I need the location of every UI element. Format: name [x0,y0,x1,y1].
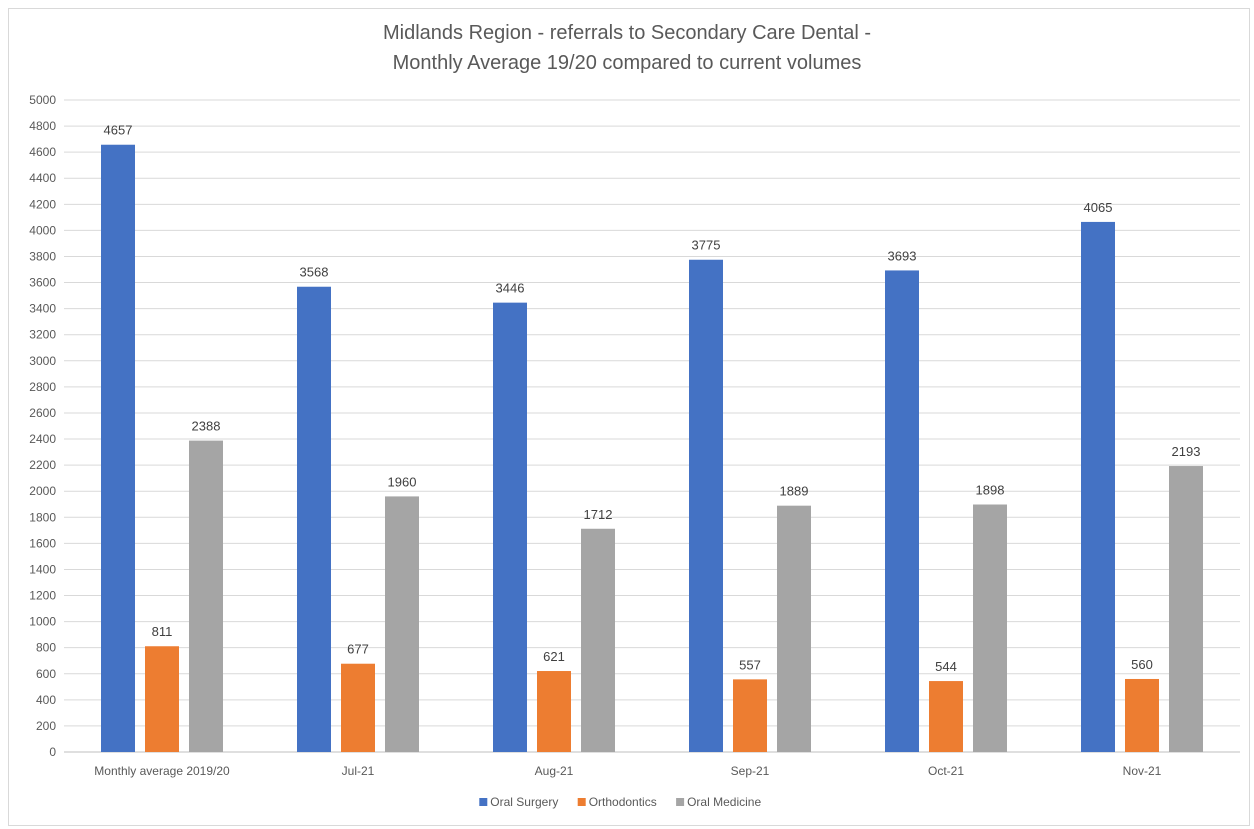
y-tick-label: 4600 [29,145,56,159]
data-label: 621 [543,649,565,664]
bar [341,663,375,752]
y-tick-label: 2200 [29,458,56,472]
bar [929,681,963,752]
legend-swatch [479,798,488,806]
data-label: 3775 [692,238,721,253]
data-label: 3568 [300,265,329,280]
legend-swatch [577,798,586,806]
y-tick-label: 1400 [29,562,56,576]
bar [1125,678,1159,752]
y-tick-label: 2600 [29,406,56,420]
y-tick-label: 4000 [29,223,56,237]
x-tick-label: Monthly average 2019/20 [94,764,230,778]
legend-label: Oral Surgery [490,795,558,809]
bar [537,671,571,752]
y-tick-label: 0 [49,745,56,759]
data-label: 3446 [496,281,525,296]
y-tick-label: 4800 [29,119,56,133]
data-label: 4657 [104,123,133,138]
data-label: 4065 [1084,200,1113,215]
x-tick-label: Sep-21 [731,764,770,778]
data-label: 1712 [584,507,613,522]
data-label: 1898 [976,483,1005,498]
bar [493,302,527,752]
y-tick-label: 3800 [29,249,56,263]
y-tick-label: 3600 [29,276,56,290]
y-tick-label: 1000 [29,615,56,629]
y-tick-label: 600 [36,667,56,681]
y-tick-label: 2400 [29,432,56,446]
y-tick-label: 200 [36,719,56,733]
bar [101,144,135,753]
legend-label: Oral Medicine [687,795,761,809]
y-tick-label: 5000 [29,93,56,107]
data-label: 1960 [388,474,417,489]
bar [1081,221,1115,752]
bar [189,440,223,752]
bar [733,679,767,752]
y-tick-label: 4200 [29,197,56,211]
y-tick-label: 800 [36,641,56,655]
data-label: 3693 [888,248,917,263]
y-tick-label: 1600 [29,536,56,550]
bar [973,504,1007,752]
data-label: 1889 [780,484,809,499]
data-label: 560 [1131,657,1153,672]
bar [297,286,331,752]
chart-title-line-1: Midlands Region - referrals to Secondary… [383,22,871,44]
data-label: 557 [739,657,761,672]
bar [145,646,179,752]
y-tick-label: 2000 [29,484,56,498]
x-tick-label: Aug-21 [535,764,574,778]
legend-label: Orthodontics [589,795,657,809]
y-tick-label: 400 [36,693,56,707]
bar [581,528,615,752]
data-label: 544 [935,659,957,674]
y-tick-label: 4400 [29,171,56,185]
y-tick-label: 2800 [29,380,56,394]
bar [689,259,723,752]
y-tick-label: 1200 [29,589,56,603]
y-tick-label: 1800 [29,510,56,524]
bar [777,505,811,752]
y-tick-label: 3000 [29,354,56,368]
bar [1169,466,1203,752]
y-tick-label: 3400 [29,302,56,316]
data-label: 811 [152,624,173,639]
legend-swatch [676,798,685,806]
x-tick-label: Nov-21 [1123,764,1162,778]
x-tick-label: Oct-21 [928,764,964,778]
bar [385,496,419,752]
y-tick-label: 3200 [29,328,56,342]
data-label: 2193 [1172,444,1201,459]
bar [885,270,919,752]
data-label: 2388 [192,419,221,434]
chart-title: Midlands Region - referrals to Secondary… [0,18,1254,78]
chart-title-line-2: Monthly Average 19/20 compared to curren… [392,52,862,74]
data-label: 677 [347,642,369,657]
x-tick-label: Jul-21 [342,764,375,778]
